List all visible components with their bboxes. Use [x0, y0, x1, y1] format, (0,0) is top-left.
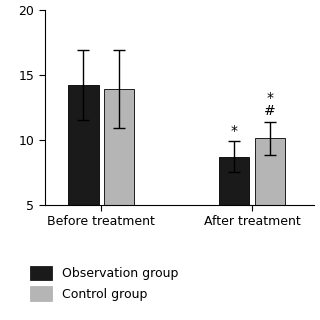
- Text: *: *: [231, 124, 238, 138]
- Bar: [255, 139, 285, 205]
- Bar: [219, 157, 250, 205]
- Bar: [104, 89, 134, 205]
- Bar: [68, 85, 99, 205]
- Legend: Observation group, Control group: Observation group, Control group: [29, 266, 179, 301]
- Text: *: *: [267, 91, 274, 105]
- Text: #: #: [264, 104, 276, 118]
